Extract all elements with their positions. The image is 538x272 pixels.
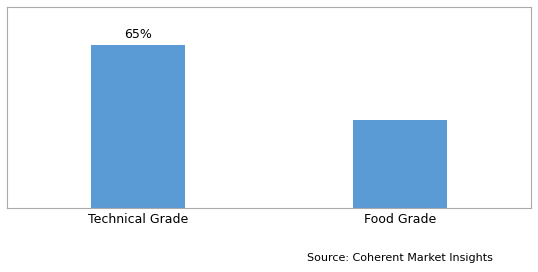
Text: Source: Coherent Market Insights: Source: Coherent Market Insights xyxy=(307,253,493,263)
Text: 65%: 65% xyxy=(124,28,152,41)
Bar xyxy=(353,120,447,208)
Bar xyxy=(91,45,185,208)
